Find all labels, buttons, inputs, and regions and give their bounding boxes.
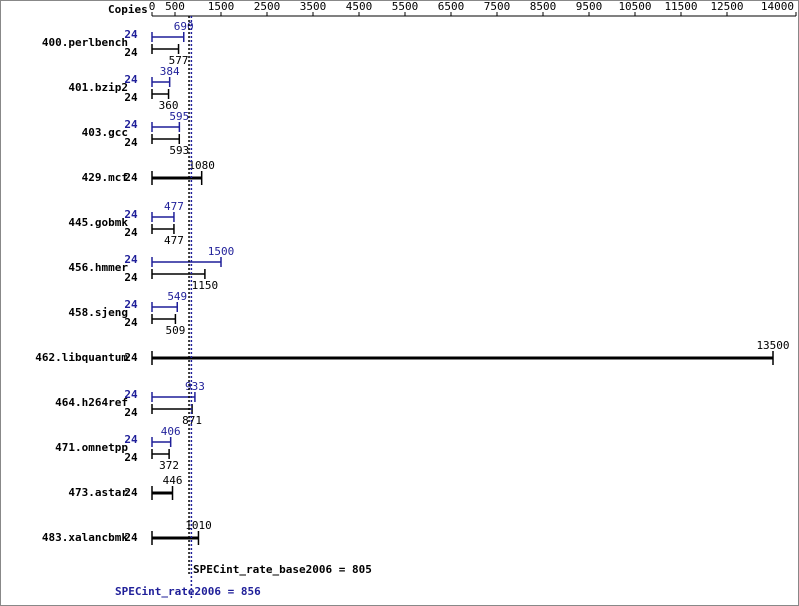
x-tick-label: 2500	[254, 0, 281, 13]
copies-header: Copies	[108, 3, 148, 16]
benchmark-label: 400.perlbench	[42, 36, 128, 49]
value-label: 446	[163, 474, 183, 487]
value-label: 477	[164, 200, 184, 213]
copies-label: 24	[124, 253, 138, 266]
value-label: 360	[159, 99, 179, 112]
benchmark-label: 403.gcc	[82, 126, 128, 139]
copies-label: 24	[124, 73, 138, 86]
x-tick-label: 1500	[208, 0, 235, 13]
copies-label: 24	[124, 351, 138, 364]
value-label: 1500	[208, 245, 235, 258]
copies-label: 24	[124, 118, 138, 131]
value-label: 477	[164, 234, 184, 247]
copies-label: 24	[124, 46, 138, 59]
benchmark-label: 471.omnetpp	[55, 441, 128, 454]
benchmark-label: 429.mcf	[82, 171, 128, 184]
benchmark-label: 483.xalancbmk	[42, 531, 128, 544]
x-tick-label: 4500	[346, 0, 373, 13]
benchmark-label: 445.gobmk	[68, 216, 128, 229]
copies-label: 24	[124, 171, 138, 184]
value-label: 406	[161, 425, 181, 438]
x-tick-label: 0	[149, 0, 156, 13]
benchmark-label: 458.sjeng	[68, 306, 128, 319]
value-label: 1150	[192, 279, 219, 292]
value-label: 933	[185, 380, 205, 393]
copies-label: 24	[124, 271, 138, 284]
copies-label: 24	[124, 28, 138, 41]
x-tick-label: 12500	[710, 0, 743, 13]
x-tick-label: 11500	[664, 0, 697, 13]
copies-label: 24	[124, 388, 138, 401]
copies-label: 24	[124, 298, 138, 311]
benchmark-label: 456.hmmer	[68, 261, 128, 274]
value-label: 13500	[756, 339, 789, 352]
copies-label: 24	[124, 136, 138, 149]
copies-label: 24	[124, 406, 138, 419]
value-label: 384	[160, 65, 180, 78]
value-label: 595	[169, 110, 189, 123]
value-label: 577	[169, 54, 189, 67]
copies-label: 24	[124, 316, 138, 329]
value-label: 593	[169, 144, 189, 157]
x-tick-label: 14000	[761, 0, 794, 13]
score-label: SPECint_rate2006 = 856	[115, 585, 261, 598]
value-label: 1080	[188, 159, 215, 172]
x-tick-label: 3500	[300, 0, 327, 13]
copies-label: 24	[124, 208, 138, 221]
x-tick-label: 8500	[530, 0, 557, 13]
benchmark-label: 464.h264ref	[55, 396, 128, 409]
x-tick-label: 10500	[618, 0, 651, 13]
benchmark-label: 473.astar	[68, 486, 128, 499]
x-tick-label: 7500	[484, 0, 511, 13]
value-label: 372	[159, 459, 179, 472]
x-tick-label: 500	[165, 0, 185, 13]
x-tick-label: 5500	[392, 0, 419, 13]
value-label: 509	[165, 324, 185, 337]
copies-label: 24	[124, 531, 138, 544]
copies-label: 24	[124, 226, 138, 239]
benchmark-label: 401.bzip2	[68, 81, 128, 94]
benchmark-label: 462.libquantum	[35, 351, 128, 364]
value-label: 549	[167, 290, 187, 303]
x-tick-label: 6500	[438, 0, 465, 13]
copies-label: 24	[124, 433, 138, 446]
copies-label: 24	[124, 486, 138, 499]
score-label: SPECint_rate_base2006 = 805	[193, 563, 372, 576]
copies-label: 24	[124, 91, 138, 104]
copies-label: 24	[124, 451, 138, 464]
x-tick-label: 9500	[576, 0, 603, 13]
